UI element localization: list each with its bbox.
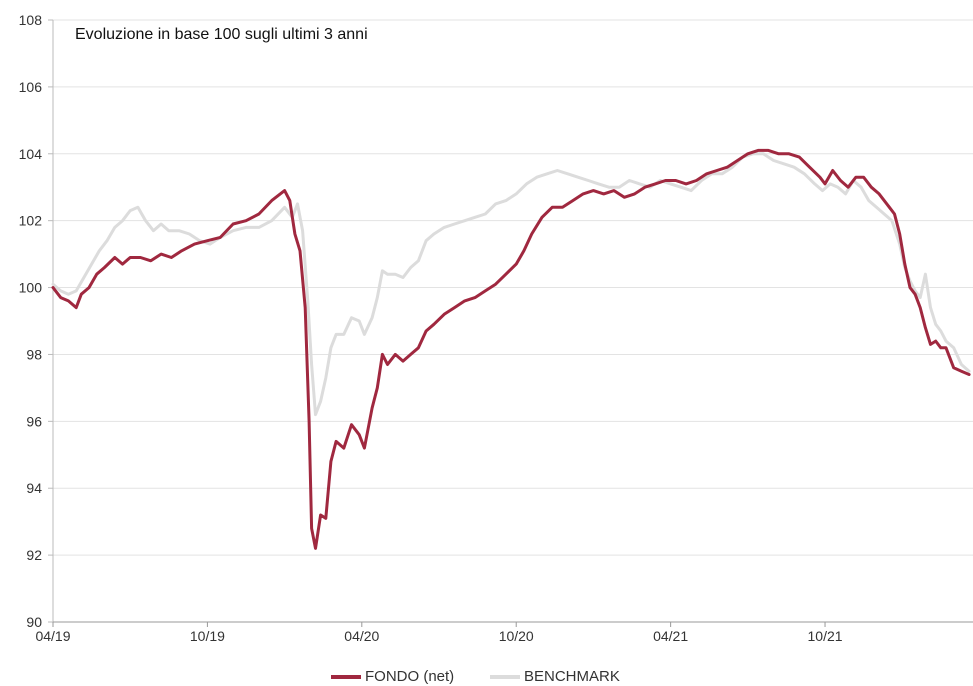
legend-item-benchmark: BENCHMARK — [490, 668, 620, 685]
legend-swatch-fondo — [331, 674, 361, 679]
x-axis-ticks: 04/19 10/19 04/20 10/20 04/21 10/21 — [35, 622, 843, 644]
y-tick-label: 100 — [19, 280, 43, 296]
series-lines — [51, 148, 971, 550]
y-tick-label: 104 — [19, 146, 43, 162]
y-axis-ticks: 90 92 94 96 98 100 102 104 106 108 — [19, 12, 53, 630]
x-tick-label: 04/20 — [344, 628, 379, 644]
series-line-benchmark — [51, 152, 971, 417]
x-tick-label: 10/21 — [808, 628, 843, 644]
y-tick-label: 106 — [19, 79, 43, 95]
x-tick-label: 10/19 — [190, 628, 225, 644]
chart-title: Evoluzione in base 100 sugli ultimi 3 an… — [75, 26, 368, 43]
y-tick-label: 90 — [26, 614, 42, 630]
x-tick-label: 04/21 — [653, 628, 688, 644]
y-tick-label: 92 — [26, 547, 42, 563]
y-tick-label: 98 — [26, 346, 42, 362]
x-tick-label: 10/20 — [499, 628, 534, 644]
series-line-fondo — [51, 148, 971, 550]
y-tick-label: 102 — [19, 213, 43, 229]
x-tick-label: 04/19 — [35, 628, 70, 644]
legend-label-fondo: FONDO (net) — [365, 668, 455, 685]
legend-swatch-benchmark — [490, 674, 520, 679]
legend-label-benchmark: BENCHMARK — [524, 668, 620, 685]
y-tick-label: 108 — [19, 12, 43, 28]
y-tick-label: 96 — [26, 413, 42, 429]
gridlines — [53, 19, 973, 556]
legend: FONDO (net) BENCHMARK — [0, 668, 973, 686]
y-tick-label: 94 — [26, 480, 42, 496]
legend-item-fondo: FONDO (net) — [331, 668, 454, 685]
